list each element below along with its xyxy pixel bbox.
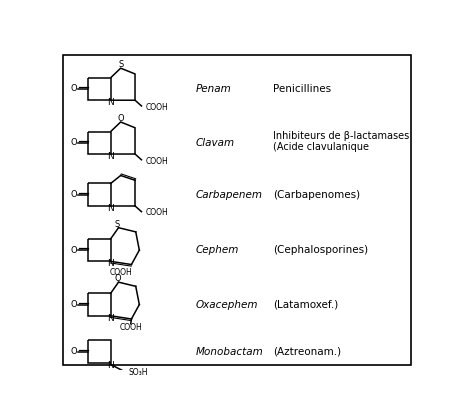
Text: Oxacephem: Oxacephem [196, 300, 258, 310]
Text: COOH: COOH [120, 324, 143, 332]
Text: O: O [71, 84, 77, 94]
Text: Carbapenem: Carbapenem [196, 190, 263, 200]
Text: O: O [117, 114, 124, 123]
Text: Penicillines: Penicillines [273, 84, 332, 94]
Text: N: N [107, 361, 114, 369]
Text: (Aztreonam.): (Aztreonam.) [273, 347, 341, 357]
Text: N: N [107, 314, 114, 322]
Text: S: S [115, 220, 120, 229]
Text: O: O [71, 300, 77, 309]
Text: O: O [71, 245, 77, 255]
Text: Cephem: Cephem [196, 245, 239, 255]
Text: O: O [71, 138, 77, 147]
Text: N: N [107, 152, 114, 161]
Text: (Acide clavulanique: (Acide clavulanique [273, 142, 369, 152]
Text: (Cephalosporines): (Cephalosporines) [273, 245, 368, 255]
Text: O: O [114, 274, 121, 283]
Text: COOH: COOH [146, 208, 169, 218]
Text: Penam: Penam [196, 84, 232, 94]
Text: S: S [118, 60, 123, 69]
Text: N: N [107, 259, 114, 268]
Text: O: O [71, 190, 77, 199]
Text: Clavam: Clavam [196, 138, 235, 148]
Text: N: N [107, 204, 114, 213]
Text: Monobactam: Monobactam [196, 347, 264, 357]
Text: SO₃H: SO₃H [129, 368, 148, 377]
Text: (Latamoxef.): (Latamoxef.) [273, 300, 338, 310]
Text: N: N [107, 98, 114, 107]
Text: (Carbapenomes): (Carbapenomes) [273, 190, 360, 200]
Text: COOH: COOH [109, 268, 132, 277]
Text: COOH: COOH [146, 156, 169, 166]
Text: Inhibiteurs de β-lactamases: Inhibiteurs de β-lactamases [273, 131, 409, 141]
Text: COOH: COOH [146, 103, 169, 112]
Text: O: O [71, 347, 77, 356]
